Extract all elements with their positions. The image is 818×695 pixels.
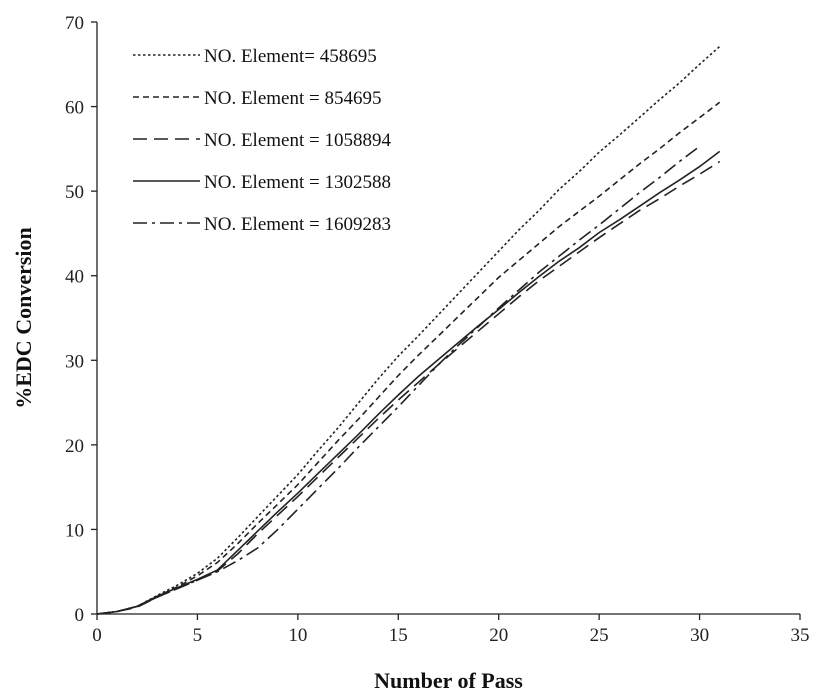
series-line-2 (96, 101, 721, 615)
x-tick-label: 30 (690, 625, 709, 646)
y-tick-label: 10 (65, 520, 84, 541)
legend: NO. Element= 458695 NO. Element = 854695 N… (133, 46, 391, 235)
x-axis-title: Number of Pass (374, 668, 523, 693)
y-axis-title: %EDC Conversion (11, 227, 36, 409)
y-tick-label: 60 (65, 98, 84, 119)
legend-label-3: NO. Element = 1058894 (204, 130, 391, 151)
x-tick-label: 35 (791, 625, 810, 646)
legend-label-1: NO. Element= 458695 (204, 46, 377, 67)
x-tick-label: 25 (590, 625, 609, 646)
legend-label-2: NO. Element = 854695 (204, 88, 381, 109)
legend-label-4: NO. Element = 1302588 (204, 172, 391, 193)
x-tick-label: 20 (489, 625, 508, 646)
y-tick-label: 20 (65, 436, 84, 457)
y-tick-label: 50 (65, 182, 84, 203)
x-tick-label: 0 (92, 625, 102, 646)
axis-ticks: 0 5 10 15 20 25 30 35 0 10 20 30 40 50 60 70 (65, 13, 810, 646)
y-tick-label: 0 (75, 605, 85, 626)
x-tick-label: 10 (288, 625, 307, 646)
y-tick-label: 70 (65, 13, 84, 34)
series-line-3 (96, 160, 721, 615)
series-line-4 (96, 150, 721, 615)
plot-series (96, 45, 721, 615)
y-tick-label: 40 (65, 267, 84, 288)
x-tick-label: 15 (389, 625, 408, 646)
series-line-1 (96, 45, 721, 615)
x-tick-label: 5 (193, 625, 203, 646)
legend-label-5: NO. Element = 1609283 (204, 214, 391, 235)
y-tick-label: 30 (65, 351, 84, 372)
series-line-5 (96, 145, 701, 615)
